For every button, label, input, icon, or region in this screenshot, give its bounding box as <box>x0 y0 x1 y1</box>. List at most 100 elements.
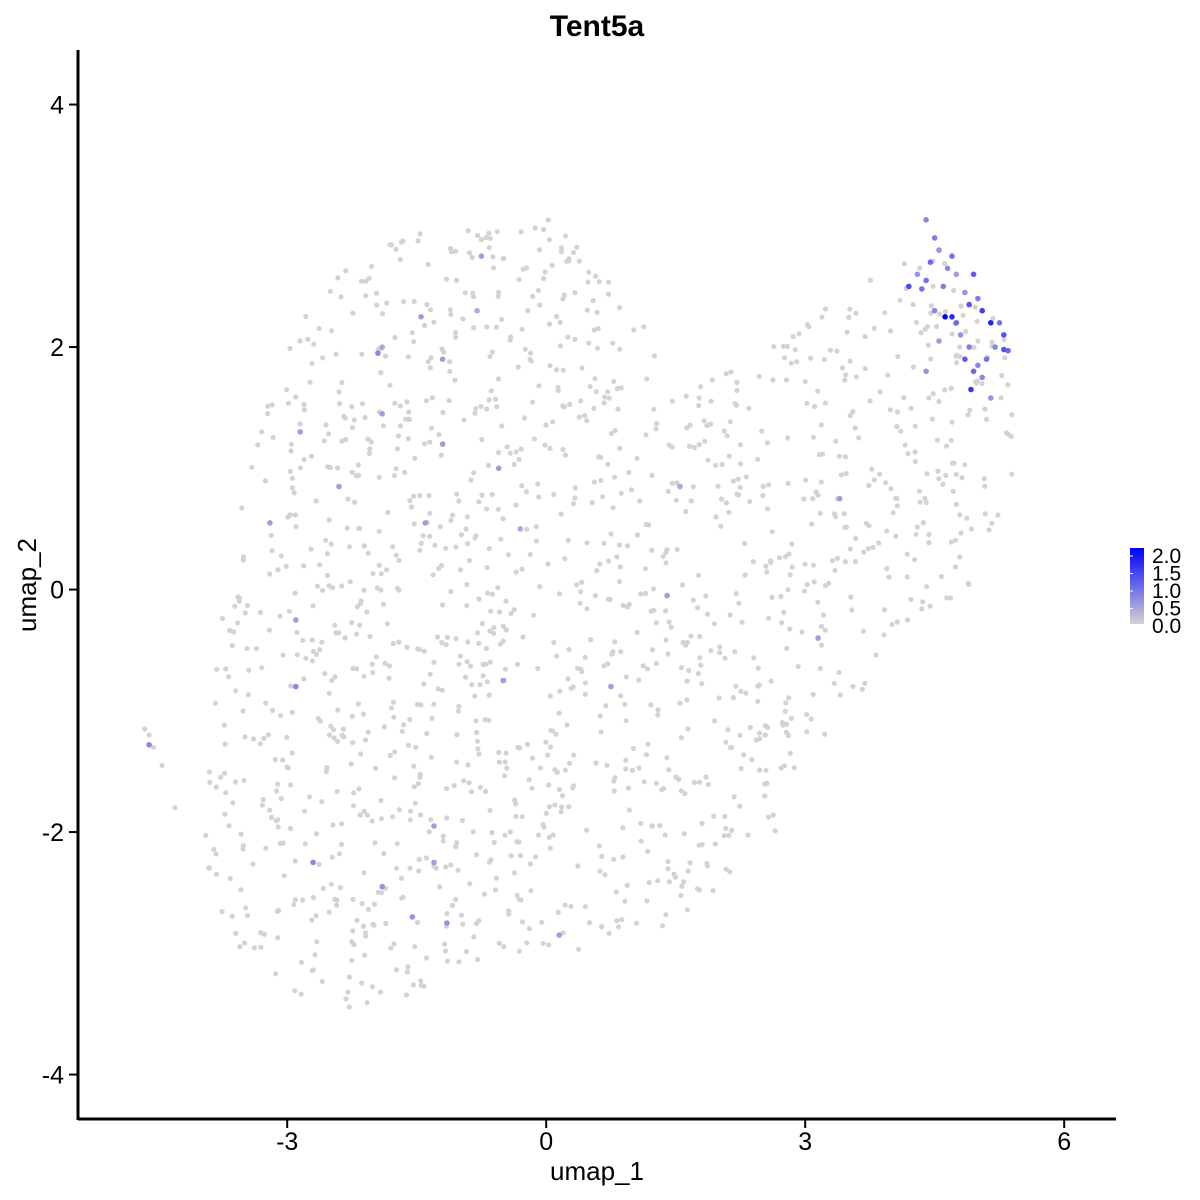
cell-point <box>346 1004 352 1010</box>
cell-point <box>356 525 362 532</box>
cell-point <box>390 699 396 705</box>
expressing-cell-point <box>267 520 273 526</box>
cell-point <box>843 524 850 530</box>
cell-point <box>366 275 372 281</box>
cell-point <box>837 692 843 698</box>
cell-point <box>707 421 714 427</box>
cell-point <box>393 967 400 973</box>
cell-point <box>562 556 568 562</box>
cell-point <box>289 475 295 481</box>
cell-point <box>572 495 578 501</box>
expressing-cell-point <box>836 495 843 502</box>
cell-point <box>666 619 672 625</box>
cell-point <box>594 568 600 574</box>
cell-point <box>897 297 903 303</box>
cell-point <box>346 544 353 550</box>
cell-point <box>475 746 481 752</box>
cell-point <box>424 302 430 308</box>
cell-point <box>578 589 584 595</box>
cell-point <box>380 423 387 429</box>
cell-point <box>381 724 387 730</box>
cell-point <box>810 691 816 698</box>
cell-point <box>381 850 387 857</box>
cell-point <box>634 629 640 636</box>
cell-point <box>361 808 367 815</box>
cell-point <box>477 682 483 688</box>
cell-point <box>462 290 468 296</box>
cell-point <box>717 644 723 650</box>
cell-point <box>910 364 917 370</box>
background-points <box>142 217 1015 1010</box>
cell-point <box>328 723 334 729</box>
cell-point <box>491 630 497 636</box>
cell-point <box>437 884 443 890</box>
cell-point <box>912 557 918 563</box>
cell-point <box>454 840 460 846</box>
cell-point <box>428 425 435 431</box>
cell-point <box>905 451 911 457</box>
cell-point <box>847 358 853 364</box>
cell-point <box>574 665 581 672</box>
cell-point <box>681 879 687 885</box>
cell-point <box>563 233 569 239</box>
cell-point <box>893 495 899 501</box>
cell-point <box>429 715 435 721</box>
cell-point <box>562 902 568 908</box>
cell-point <box>539 919 545 926</box>
cell-point <box>493 396 499 402</box>
cell-point <box>643 432 649 438</box>
cell-point <box>513 502 519 508</box>
cell-point <box>894 409 901 415</box>
cell-point <box>958 303 964 309</box>
cell-point <box>411 521 417 527</box>
cell-point <box>696 402 702 409</box>
cell-point <box>348 761 354 767</box>
cell-point <box>605 291 612 297</box>
cell-point <box>475 630 481 636</box>
cell-point <box>785 587 791 593</box>
cell-point <box>843 470 849 477</box>
cell-point <box>742 572 748 578</box>
cell-point <box>344 525 350 531</box>
cell-point <box>495 376 502 382</box>
cell-point <box>944 595 950 601</box>
cell-point <box>570 684 576 690</box>
y-tick-label: 0 <box>50 577 64 605</box>
cell-point <box>894 503 900 509</box>
cell-point <box>266 627 273 633</box>
cell-point <box>459 818 465 824</box>
cell-point <box>678 788 684 794</box>
cell-point <box>934 437 941 443</box>
cell-point <box>260 796 266 803</box>
cell-point <box>777 555 783 561</box>
cell-point <box>321 438 327 444</box>
cell-point <box>458 532 465 538</box>
expressing-cell-point <box>815 635 821 641</box>
color-legend: 2.01.51.00.50.0 <box>1130 545 1181 638</box>
expressing-cell-point <box>979 374 985 381</box>
cell-point <box>417 493 423 499</box>
x-axis-title: umap_1 <box>550 1156 644 1186</box>
cell-point <box>412 800 418 806</box>
expressing-cell-point <box>936 247 942 253</box>
cell-point <box>416 856 422 863</box>
cell-point <box>785 435 791 441</box>
cell-point <box>567 401 573 407</box>
cell-point <box>592 593 599 599</box>
cell-point <box>553 731 559 737</box>
cell-point <box>405 436 411 442</box>
cell-point <box>464 659 470 665</box>
expressing-cell-point <box>983 356 990 363</box>
cell-point <box>407 817 413 823</box>
cell-point <box>605 461 611 467</box>
cell-point <box>503 750 509 756</box>
cell-point <box>755 665 761 671</box>
cell-point <box>995 512 1001 518</box>
cell-point <box>862 334 868 340</box>
cell-point <box>543 739 549 745</box>
expressing-cell-point <box>375 350 381 356</box>
cell-point <box>965 580 971 587</box>
cell-point <box>817 665 823 672</box>
cell-point <box>408 808 414 814</box>
cell-point <box>384 567 390 573</box>
